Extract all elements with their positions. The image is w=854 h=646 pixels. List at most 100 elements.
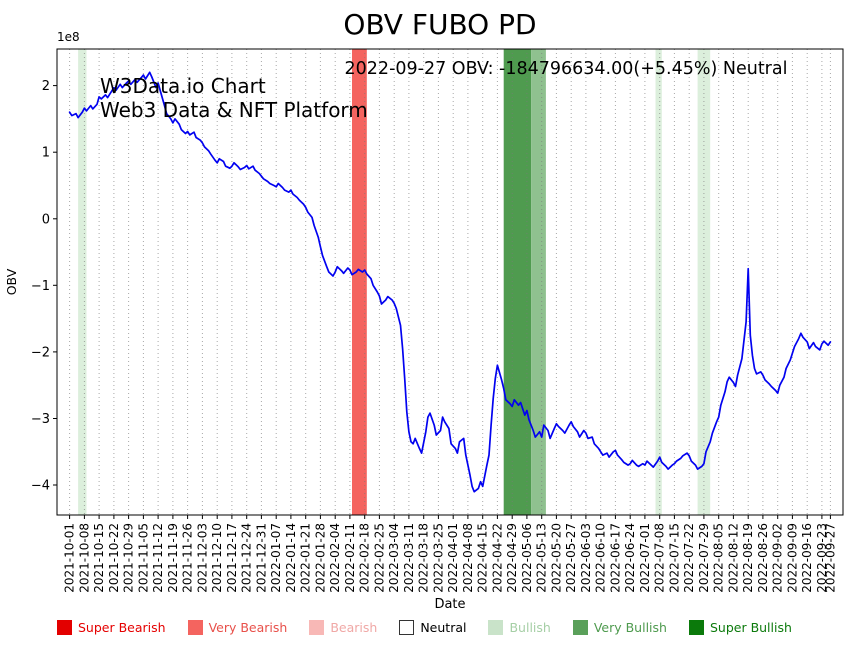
y-tick-labels: 2 1 0 −1 −2 −3 −4	[31, 79, 50, 493]
x-tick-label: 2022-05-13	[535, 523, 549, 593]
legend-label: Bearish	[330, 620, 378, 635]
x-tick-label: 2022-07-29	[697, 523, 711, 593]
obv-line	[68, 71, 832, 493]
legend-item-bullish: Bullish	[488, 620, 551, 635]
y-tick-label: −4	[31, 479, 50, 494]
signal-band-bullish_light	[655, 49, 662, 515]
y-tick-label: 2	[42, 79, 50, 94]
y-tick-label: 0	[42, 212, 50, 227]
x-tick-label: 2022-04-29	[505, 523, 519, 593]
x-tick-label: 2022-04-01	[446, 523, 460, 593]
x-tick-label: 2022-03-25	[431, 523, 445, 593]
x-tick-label: 2022-08-19	[741, 523, 755, 593]
x-tick-label: 2022-09-27	[823, 523, 837, 593]
legend-item-very-bullish: Very Bullish	[572, 620, 667, 635]
plot-border	[56, 48, 844, 516]
x-tick-label: 2021-10-29	[122, 523, 136, 593]
x-tick-label: 2022-06-17	[608, 523, 622, 593]
gridlines	[69, 49, 831, 515]
x-tick-label: 2022-07-15	[667, 523, 681, 593]
x-tick-label: 2022-04-22	[490, 523, 504, 593]
x-tick-label: 2022-02-11	[343, 523, 357, 593]
x-tick-label: 2021-12-17	[225, 523, 239, 593]
signal-band-bullish_light	[78, 49, 87, 515]
x-tick-label: 2022-04-15	[476, 523, 490, 593]
x-tick-label: 2022-02-25	[372, 523, 386, 593]
x-tick-label: 2022-03-18	[417, 523, 431, 593]
legend-item-neutral: Neutral	[399, 620, 466, 635]
legend-item-very-bearish: Very Bearish	[187, 620, 288, 635]
x-tick-label: 2021-11-12	[151, 523, 165, 593]
x-tick-label: 2021-12-03	[195, 523, 209, 593]
x-tick-label: 2022-07-22	[682, 523, 696, 593]
x-tick-label: 2022-06-24	[623, 523, 637, 593]
signal-band-very_bearish	[352, 49, 367, 515]
watermark-line1: W3Data.io Chart	[100, 74, 266, 98]
legend-item-super-bearish: Super Bearish	[57, 620, 166, 635]
x-tick-label: 2021-10-22	[107, 523, 121, 593]
legend-item-bearish: Bearish	[309, 620, 377, 635]
legend-swatch	[572, 620, 588, 635]
y-tick-label: −3	[31, 412, 50, 427]
legend-swatch	[488, 620, 504, 635]
x-tick-label: 2021-12-31	[254, 523, 268, 593]
obv-chart: 2021-10-01 2021-10-08 2021-10-15 2021-10-22…	[4, 8, 844, 612]
axis-ticks	[53, 85, 831, 519]
x-tick-label: 2021-11-05	[136, 523, 150, 593]
legend: Super Bearish Very Bearish Bearish Neutral B…	[57, 620, 854, 635]
legend-label: Super Bullish	[709, 620, 792, 635]
x-tick-label: 2022-08-05	[712, 523, 726, 593]
x-tick-labels: 2021-10-01 2021-10-08 2021-10-15 2021-10-22…	[63, 523, 838, 593]
x-tick-label: 2021-11-26	[181, 523, 195, 593]
x-tick-label: 2022-02-18	[358, 523, 372, 593]
x-tick-label: 2022-09-23	[815, 523, 829, 593]
x-tick-label: 2022-05-20	[549, 523, 563, 593]
x-tick-label: 2021-10-08	[77, 523, 91, 593]
watermark-line2: Web3 Data & NFT Platform	[100, 98, 368, 122]
legend-swatch	[57, 620, 72, 635]
annotation-text: 2022-09-27 OBV: -184796634.00(+5.45%) Ne…	[345, 59, 788, 79]
x-tick-label: 2022-02-04	[328, 523, 342, 593]
x-tick-label: 2022-07-01	[638, 523, 652, 593]
x-tick-label: 2022-01-14	[284, 523, 298, 593]
x-axis-label: Date	[434, 597, 465, 612]
x-tick-label: 2022-09-09	[785, 523, 799, 593]
x-tick-label: 2021-10-15	[92, 523, 106, 593]
x-tick-label: 2022-06-03	[579, 523, 593, 593]
legend-swatch	[399, 620, 415, 635]
signal-band-bullish	[531, 49, 546, 515]
x-tick-label: 2022-05-27	[564, 523, 578, 593]
x-tick-label: 2021-10-01	[63, 523, 77, 593]
legend-label: Super Bearish	[78, 620, 166, 635]
x-tick-label: 2022-09-16	[800, 523, 814, 593]
y-tick-label: −2	[31, 345, 50, 360]
chart-title: OBV FUBO PD	[343, 8, 536, 41]
x-tick-label: 2022-08-26	[756, 523, 770, 593]
x-tick-label: 2022-01-28	[313, 523, 327, 593]
x-tick-label: 2021-11-19	[166, 523, 180, 593]
legend-swatch	[688, 620, 704, 635]
x-tick-label: 2022-03-11	[402, 523, 416, 593]
x-tick-label: 2022-07-08	[653, 523, 667, 593]
y-axis-offset-label: 1e8	[57, 30, 80, 44]
x-tick-label: 2022-04-08	[461, 523, 475, 593]
y-tick-label: 1	[42, 146, 50, 161]
obv-line-group	[68, 71, 832, 493]
x-tick-label: 2022-09-02	[771, 523, 785, 593]
x-tick-label: 2022-01-21	[299, 523, 313, 593]
legend-label: Very Bearish	[208, 620, 288, 635]
legend-label: Bullish	[509, 620, 551, 635]
legend-swatch	[187, 620, 203, 635]
x-tick-label: 2022-01-07	[269, 523, 283, 593]
x-tick-label: 2022-08-12	[726, 523, 740, 593]
legend-label: Neutral	[420, 620, 467, 635]
legend-swatch	[309, 620, 325, 635]
legend-item-super-bullish: Super Bullish	[688, 620, 792, 635]
legend-label: Very Bullish	[593, 620, 667, 635]
y-tick-label: −1	[31, 279, 50, 294]
y-axis-label: OBV	[4, 268, 19, 295]
x-tick-label: 2022-03-04	[387, 523, 401, 593]
x-tick-label: 2022-06-10	[594, 523, 608, 593]
x-tick-label: 2022-05-06	[520, 523, 534, 593]
